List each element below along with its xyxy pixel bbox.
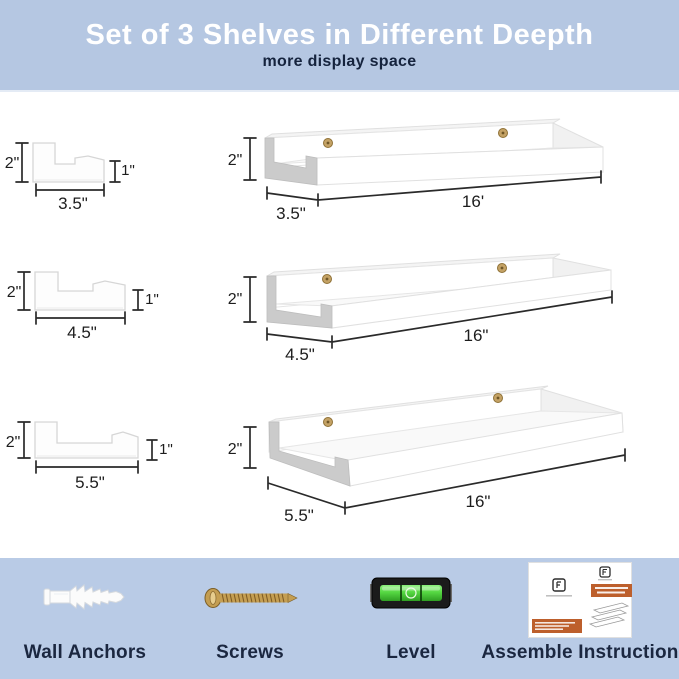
shelf-profile-4-5: 2" 1" 4.5" (7, 271, 159, 342)
shelf-profile-3-5: 2" 1" 3.5" (5, 142, 135, 213)
shelf3-length-label: 16" (466, 492, 491, 511)
page-title: Set of 3 Shelves in Different Deepth (85, 19, 594, 51)
shelf-row-3-diagram: 2" 1" 5.5" 2" 5.5" 16" (6, 385, 626, 525)
shelf-3d-4-5: 2" 4.5" 16" (228, 253, 613, 364)
shelf3-height-label: 2" (228, 441, 243, 458)
shelf1-depth-label: 3.5" (276, 204, 306, 223)
shelf1-length-label: 16' (462, 192, 484, 211)
profile3-depth-label: 5.5" (75, 473, 105, 492)
mounting-screw-icon (493, 393, 503, 403)
profile1-depth-label: 3.5" (58, 194, 88, 213)
profile1-height-label: 2" (5, 155, 20, 172)
footer-label: Assemble Instruction (481, 642, 679, 663)
footer-label: Level (386, 642, 436, 663)
header-banner: Set of 3 Shelves in Different Deepth mor… (0, 0, 679, 92)
screw-icon (204, 588, 298, 608)
profile3-lip-label: 1" (159, 441, 173, 458)
mounting-screw-icon (322, 274, 332, 284)
shelf2-length-label: 16" (464, 326, 489, 345)
profile2-depth-label: 4.5" (67, 323, 97, 342)
profile2-height-label: 2" (7, 284, 22, 301)
shelf-row-1-diagram: 2" 1" 3.5" 2" 3.5" 16' (5, 118, 604, 223)
footer-label: Wall Anchors (23, 642, 147, 663)
footer-item-wall-anchors: Wall Anchors (10, 558, 160, 679)
shelf1-height-label: 2" (228, 152, 243, 169)
profile2-lip-label: 1" (145, 291, 159, 308)
end-grain-u-channel (266, 275, 333, 329)
profile3-height-label: 2" (6, 434, 21, 451)
end-grain-u-channel (264, 137, 318, 186)
end-grain-u-channel (268, 421, 351, 487)
shelf-row-2-diagram: 2" 1" 4.5" 2" 4.5" 16" (7, 253, 613, 364)
shelf-profile-5-5: 2" 1" 5.5" (6, 421, 173, 492)
shelf-3d-5-5: 2" 5.5" 16" (228, 385, 626, 525)
mounting-screw-icon (497, 263, 507, 273)
footer-item-screws: Screws (175, 558, 325, 679)
footer-item-level: Level (336, 558, 486, 679)
shelf3-depth-label: 5.5" (284, 506, 314, 525)
profile1-lip-label: 1" (121, 162, 135, 179)
mounting-screw-icon (323, 138, 333, 148)
hardware-footer: Wall Anchors Screws (0, 558, 679, 679)
wall-anchor-icon (43, 584, 125, 610)
shelf2-height-label: 2" (228, 291, 243, 308)
instruction-manual-icon (528, 562, 632, 638)
mounting-screw-icon (498, 128, 508, 138)
shelf-3d-3-5: 2" 3.5" 16' (228, 118, 604, 223)
footer-label: Screws (216, 642, 284, 663)
level-icon (370, 577, 452, 609)
shelf2-depth-label: 4.5" (285, 345, 315, 364)
mounting-screw-icon (323, 417, 333, 427)
footer-item-assemble-instruction: Assemble Instruction (481, 558, 679, 679)
page-subtitle: more display space (262, 53, 417, 70)
